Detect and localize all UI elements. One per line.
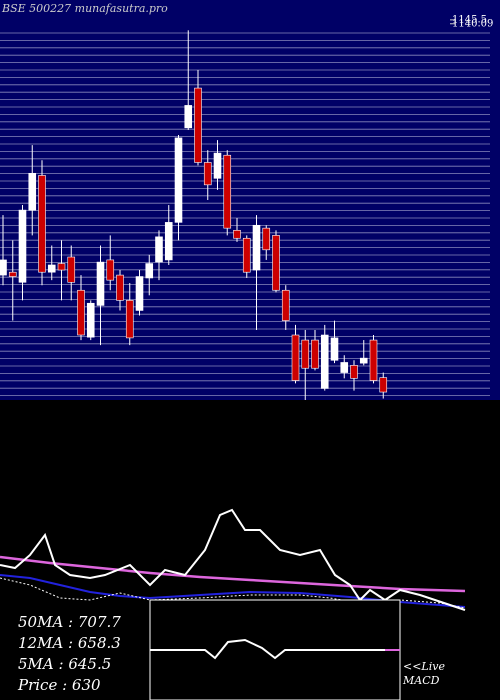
stat-label: 50MA : 707.7 bbox=[18, 613, 121, 631]
candle-body bbox=[320, 334, 329, 389]
candle-body bbox=[194, 87, 202, 163]
candle-body bbox=[242, 237, 251, 273]
candle-body bbox=[67, 256, 76, 283]
candle-body bbox=[350, 365, 358, 379]
y-tick-label: 1145.5 bbox=[452, 14, 487, 25]
candle-body bbox=[86, 302, 95, 338]
candle-body bbox=[135, 276, 144, 311]
price-panel bbox=[0, 0, 500, 400]
candle-body bbox=[330, 337, 339, 361]
candle-body bbox=[203, 162, 212, 186]
candle-body bbox=[28, 172, 37, 211]
candle-body bbox=[47, 264, 56, 273]
candle-body bbox=[38, 175, 46, 273]
candle-body bbox=[145, 263, 154, 279]
candle-body bbox=[301, 339, 310, 369]
grid bbox=[0, 32, 490, 397]
candle-body bbox=[252, 224, 261, 271]
candle-body bbox=[57, 263, 66, 271]
candle-body bbox=[164, 222, 173, 261]
candle-body bbox=[272, 235, 280, 291]
candle-body bbox=[8, 271, 17, 277]
candle-body bbox=[340, 362, 349, 373]
candle-body bbox=[125, 300, 134, 339]
macd-label: <<Live bbox=[403, 660, 445, 673]
ma50-line bbox=[0, 555, 466, 593]
candle-body bbox=[359, 357, 368, 364]
price-line bbox=[0, 508, 466, 611]
candle-body bbox=[174, 137, 183, 223]
candle-body bbox=[369, 339, 378, 381]
candle-body bbox=[262, 227, 271, 251]
candle-body bbox=[223, 154, 232, 229]
candle-body bbox=[233, 230, 241, 239]
candle-body bbox=[96, 261, 105, 306]
candle-body bbox=[213, 152, 222, 179]
candle-body bbox=[281, 289, 290, 321]
stats: 50MA : 707.7 12MA : 658.3 5MA : 645.5 Price… bbox=[17, 613, 121, 694]
candle-body bbox=[116, 274, 124, 301]
ma5-line bbox=[0, 577, 466, 609]
candle-body bbox=[379, 377, 388, 393]
candle-body bbox=[311, 339, 319, 369]
candle-body bbox=[291, 334, 300, 381]
candle-body bbox=[106, 259, 115, 281]
macd-label: MACD bbox=[402, 674, 440, 687]
chart-title: BSE 500227 munafasutra.pro bbox=[1, 2, 168, 15]
candle-body bbox=[155, 236, 163, 263]
stat-label: Price : 630 bbox=[17, 676, 101, 694]
candle-body bbox=[184, 105, 193, 129]
macd-line bbox=[150, 638, 385, 660]
candle-body bbox=[77, 289, 85, 336]
y-tick-label: 1140.09 bbox=[452, 18, 493, 29]
stat-label: 12MA : 658.3 bbox=[18, 634, 121, 652]
candle-body bbox=[18, 209, 27, 283]
stat-label: 5MA : 645.5 bbox=[18, 655, 111, 673]
candle-body bbox=[0, 259, 7, 276]
